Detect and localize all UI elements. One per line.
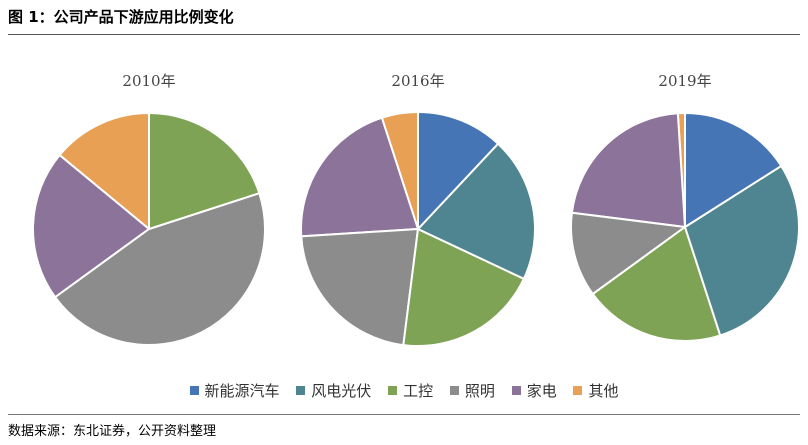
legend-item: 其他 bbox=[573, 380, 619, 401]
legend-label: 工控 bbox=[403, 382, 434, 400]
pie-2016: 2016年 bbox=[300, 72, 536, 347]
legend-item: 工控 bbox=[388, 380, 433, 401]
legend-swatch bbox=[573, 386, 583, 395]
pie-2010: 2010年 bbox=[32, 72, 266, 346]
pie-slice bbox=[684, 111, 783, 229]
legend-item: 照明 bbox=[449, 380, 495, 401]
legend-item: 风电光伏 bbox=[296, 380, 371, 401]
legend-swatch bbox=[388, 386, 398, 395]
legend-swatch bbox=[296, 386, 306, 395]
pie-slice bbox=[300, 227, 420, 347]
figure-title: 图 1：公司产品下游应用比例变化 bbox=[8, 8, 234, 26]
pie-slice bbox=[300, 116, 420, 238]
bottom-rule bbox=[8, 414, 800, 415]
legend-label: 家电 bbox=[526, 382, 557, 400]
legend-swatch bbox=[189, 386, 199, 395]
legend-label: 新能源汽车 bbox=[204, 382, 280, 400]
pie-slice bbox=[570, 112, 687, 229]
pie-slice bbox=[402, 227, 526, 347]
legend-swatch bbox=[511, 386, 521, 395]
pie-slice bbox=[591, 225, 722, 342]
pie-title-2010: 2010年 bbox=[122, 72, 175, 90]
top-rule bbox=[8, 34, 800, 35]
pie-title-2016: 2016年 bbox=[391, 72, 444, 90]
pie-slice bbox=[683, 164, 800, 337]
legend-item: 新能源汽车 bbox=[189, 380, 280, 401]
source-note: 数据来源：东北证券，公开资料整理 bbox=[8, 424, 217, 439]
legend: 新能源汽车 风电光伏 工控 照明 家电 其他 bbox=[0, 380, 808, 401]
pie-slice bbox=[148, 111, 261, 231]
legend-label: 其他 bbox=[588, 382, 619, 400]
pie-slice bbox=[416, 142, 536, 281]
legend-label: 照明 bbox=[464, 382, 495, 400]
pie-slice bbox=[53, 191, 266, 346]
pie-slice bbox=[32, 153, 151, 299]
pie-title-2019: 2019年 bbox=[658, 72, 711, 90]
pie-2019: 2019年 bbox=[570, 72, 800, 342]
pie-slice bbox=[570, 211, 688, 296]
pie-slice bbox=[417, 110, 500, 232]
pie-slice bbox=[58, 111, 150, 232]
legend-swatch bbox=[449, 386, 459, 395]
legend-label: 风电光伏 bbox=[311, 382, 372, 400]
legend-item: 家电 bbox=[511, 380, 557, 401]
